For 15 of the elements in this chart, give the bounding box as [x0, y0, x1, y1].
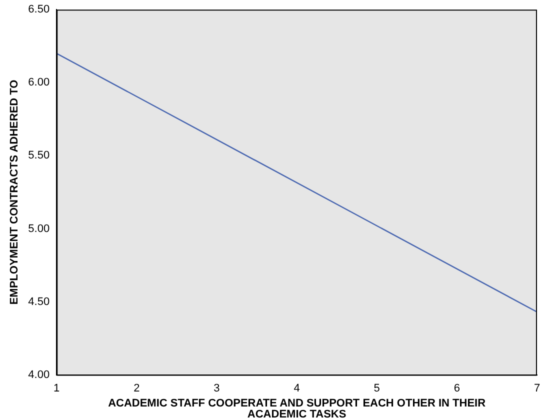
x-tick-label: 7 — [534, 382, 540, 394]
y-tick-label: 6.50 — [28, 4, 50, 16]
x-tick-label: 6 — [454, 382, 460, 394]
y-axis-title: EMPLOYMENT CONTRACTS ADHERED TO — [8, 79, 21, 305]
y-tick-label: 6.00 — [28, 76, 50, 89]
y-tick-label: 5.50 — [28, 150, 50, 162]
x-tick-label: 1 — [54, 382, 60, 394]
y-tick-label: 4.50 — [28, 296, 50, 308]
x-tick-label: 2 — [134, 382, 140, 394]
x-tick-label: 4 — [294, 382, 300, 394]
y-tick-label: 4.00 — [28, 368, 50, 381]
x-tick-label: 5 — [374, 382, 380, 394]
x-tick-label: 3 — [214, 382, 220, 394]
x-axis-title: ACADEMIC STAFF COOPERATE AND SUPPORT EACH OTHER IN THEIR ACADEMIC TASKS — [108, 398, 486, 420]
y-tick-label: 5.00 — [28, 222, 50, 235]
